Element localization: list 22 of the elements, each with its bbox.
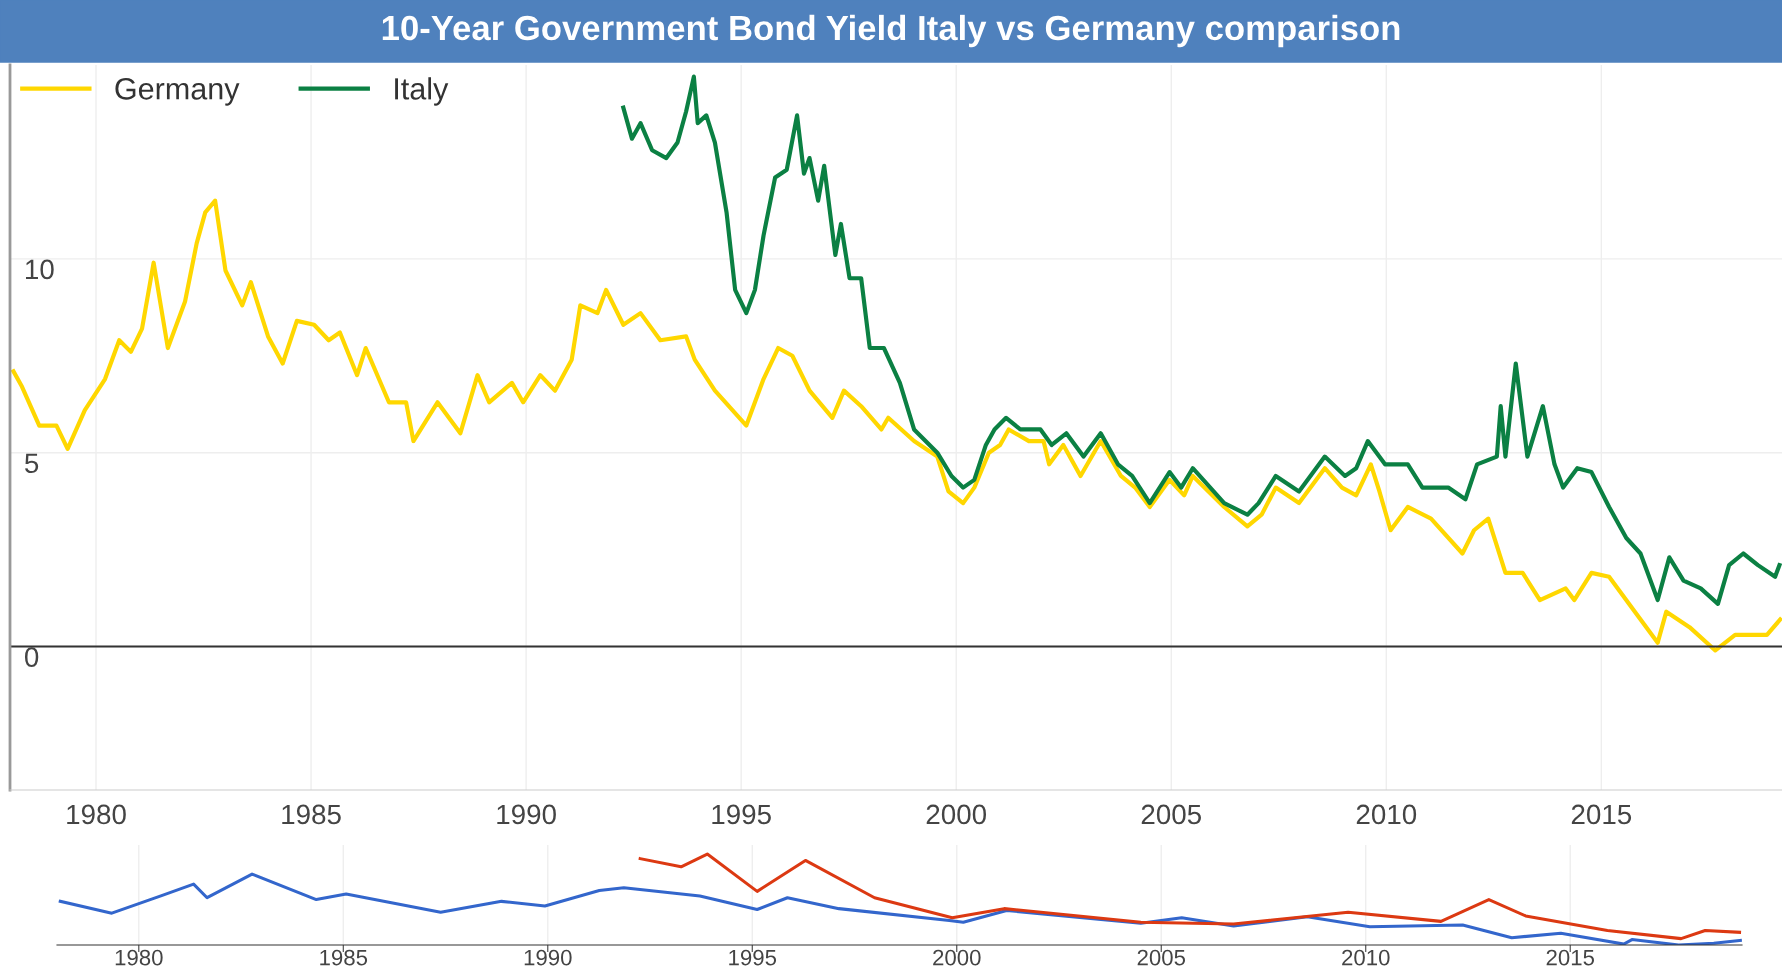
x-tick-label: 1980 <box>115 949 163 966</box>
x-tick-label: 2005 <box>1137 949 1186 966</box>
x-tick-label: 1980 <box>67 804 126 825</box>
x-tick-label: 2015 <box>1546 949 1595 966</box>
x-tick-label: 1990 <box>524 949 572 966</box>
y-tick-label: 0 <box>24 647 39 667</box>
y-tick-label: 5 <box>25 453 39 474</box>
x-tick-label: 2015 <box>1571 804 1632 825</box>
x-tick-label: 1985 <box>320 949 368 966</box>
x-tick-label: 2010 <box>1342 949 1390 966</box>
legend-label: Germany <box>115 78 240 106</box>
y-tick-label: 10 <box>26 259 54 280</box>
x-tick-label: 2000 <box>926 804 987 825</box>
x-tick-label: 2010 <box>1356 804 1417 825</box>
x-tick-label: 2005 <box>1141 804 1201 825</box>
x-tick-label: 1995 <box>712 804 771 825</box>
x-tick-label: 1985 <box>282 804 341 825</box>
x-tick-label: 1995 <box>729 949 777 966</box>
chart-title: 10-Year Government Bond Yield Italy vs Germany comparison <box>382 14 1400 48</box>
x-tick-label: 1990 <box>497 804 556 825</box>
legend-label: Italy <box>395 77 449 106</box>
x-tick-label: 2000 <box>933 949 981 966</box>
